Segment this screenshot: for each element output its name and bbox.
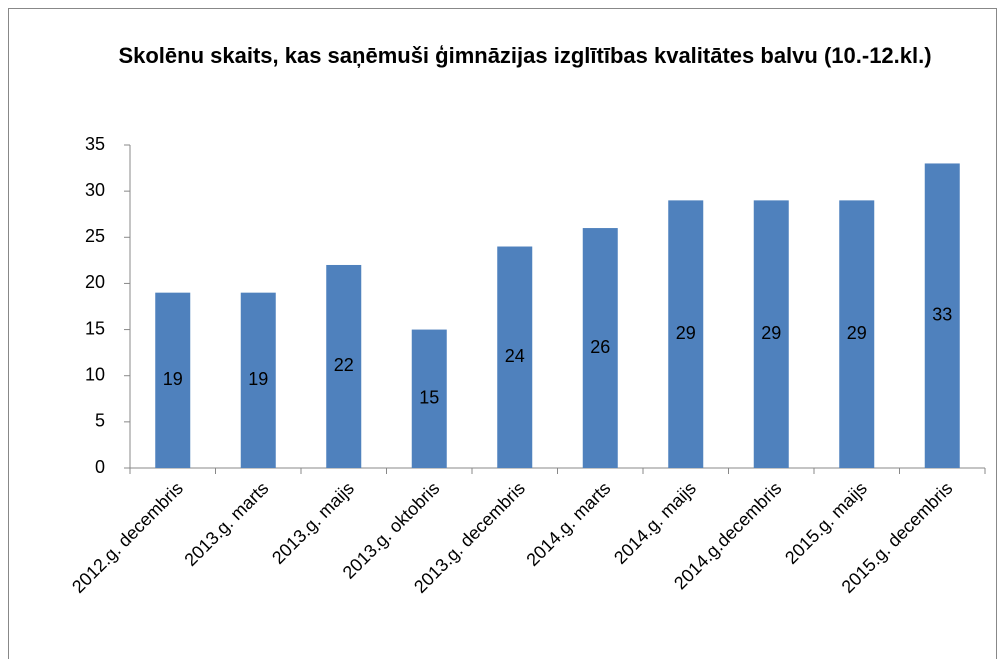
data-label: 15 [419, 388, 439, 408]
y-tick-label: 15 [85, 318, 105, 338]
chart-border [8, 8, 997, 659]
bar [240, 292, 276, 468]
bar [155, 292, 191, 468]
data-label: 33 [932, 304, 952, 324]
bar [497, 246, 533, 468]
data-label: 22 [334, 355, 354, 375]
bar [753, 200, 789, 468]
y-tick-label: 10 [85, 364, 105, 384]
y-tick-label: 5 [95, 411, 105, 431]
y-tick-label: 35 [85, 134, 105, 154]
x-tick-label: 2012.g. decembris [68, 478, 187, 597]
y-tick-label: 0 [95, 457, 105, 477]
y-tick-label: 20 [85, 272, 105, 292]
data-label: 29 [847, 323, 867, 343]
data-label: 19 [163, 369, 183, 389]
x-tick-label: 2014.g. maijs [610, 478, 700, 568]
data-label: 24 [505, 346, 525, 366]
y-tick-label: 30 [85, 180, 105, 200]
bar [668, 200, 704, 468]
bar [326, 264, 362, 468]
x-tick-label: 2015.g. maijs [781, 478, 871, 568]
x-tick-label: 2013.g. marts [180, 478, 272, 570]
bar [924, 163, 960, 468]
x-tick-label: 2013.g. maijs [268, 478, 358, 568]
y-tick-label: 25 [85, 226, 105, 246]
bar [411, 329, 447, 468]
chart-title: Skolēnu skaits, kas saņēmuši ģimnāzijas … [118, 43, 932, 68]
bar [839, 200, 875, 468]
data-label: 26 [590, 337, 610, 357]
x-tick-label: 2014.g. marts [522, 478, 614, 570]
data-label: 19 [248, 369, 268, 389]
data-label: 29 [761, 323, 781, 343]
bar [582, 228, 618, 468]
data-label: 29 [676, 323, 696, 343]
